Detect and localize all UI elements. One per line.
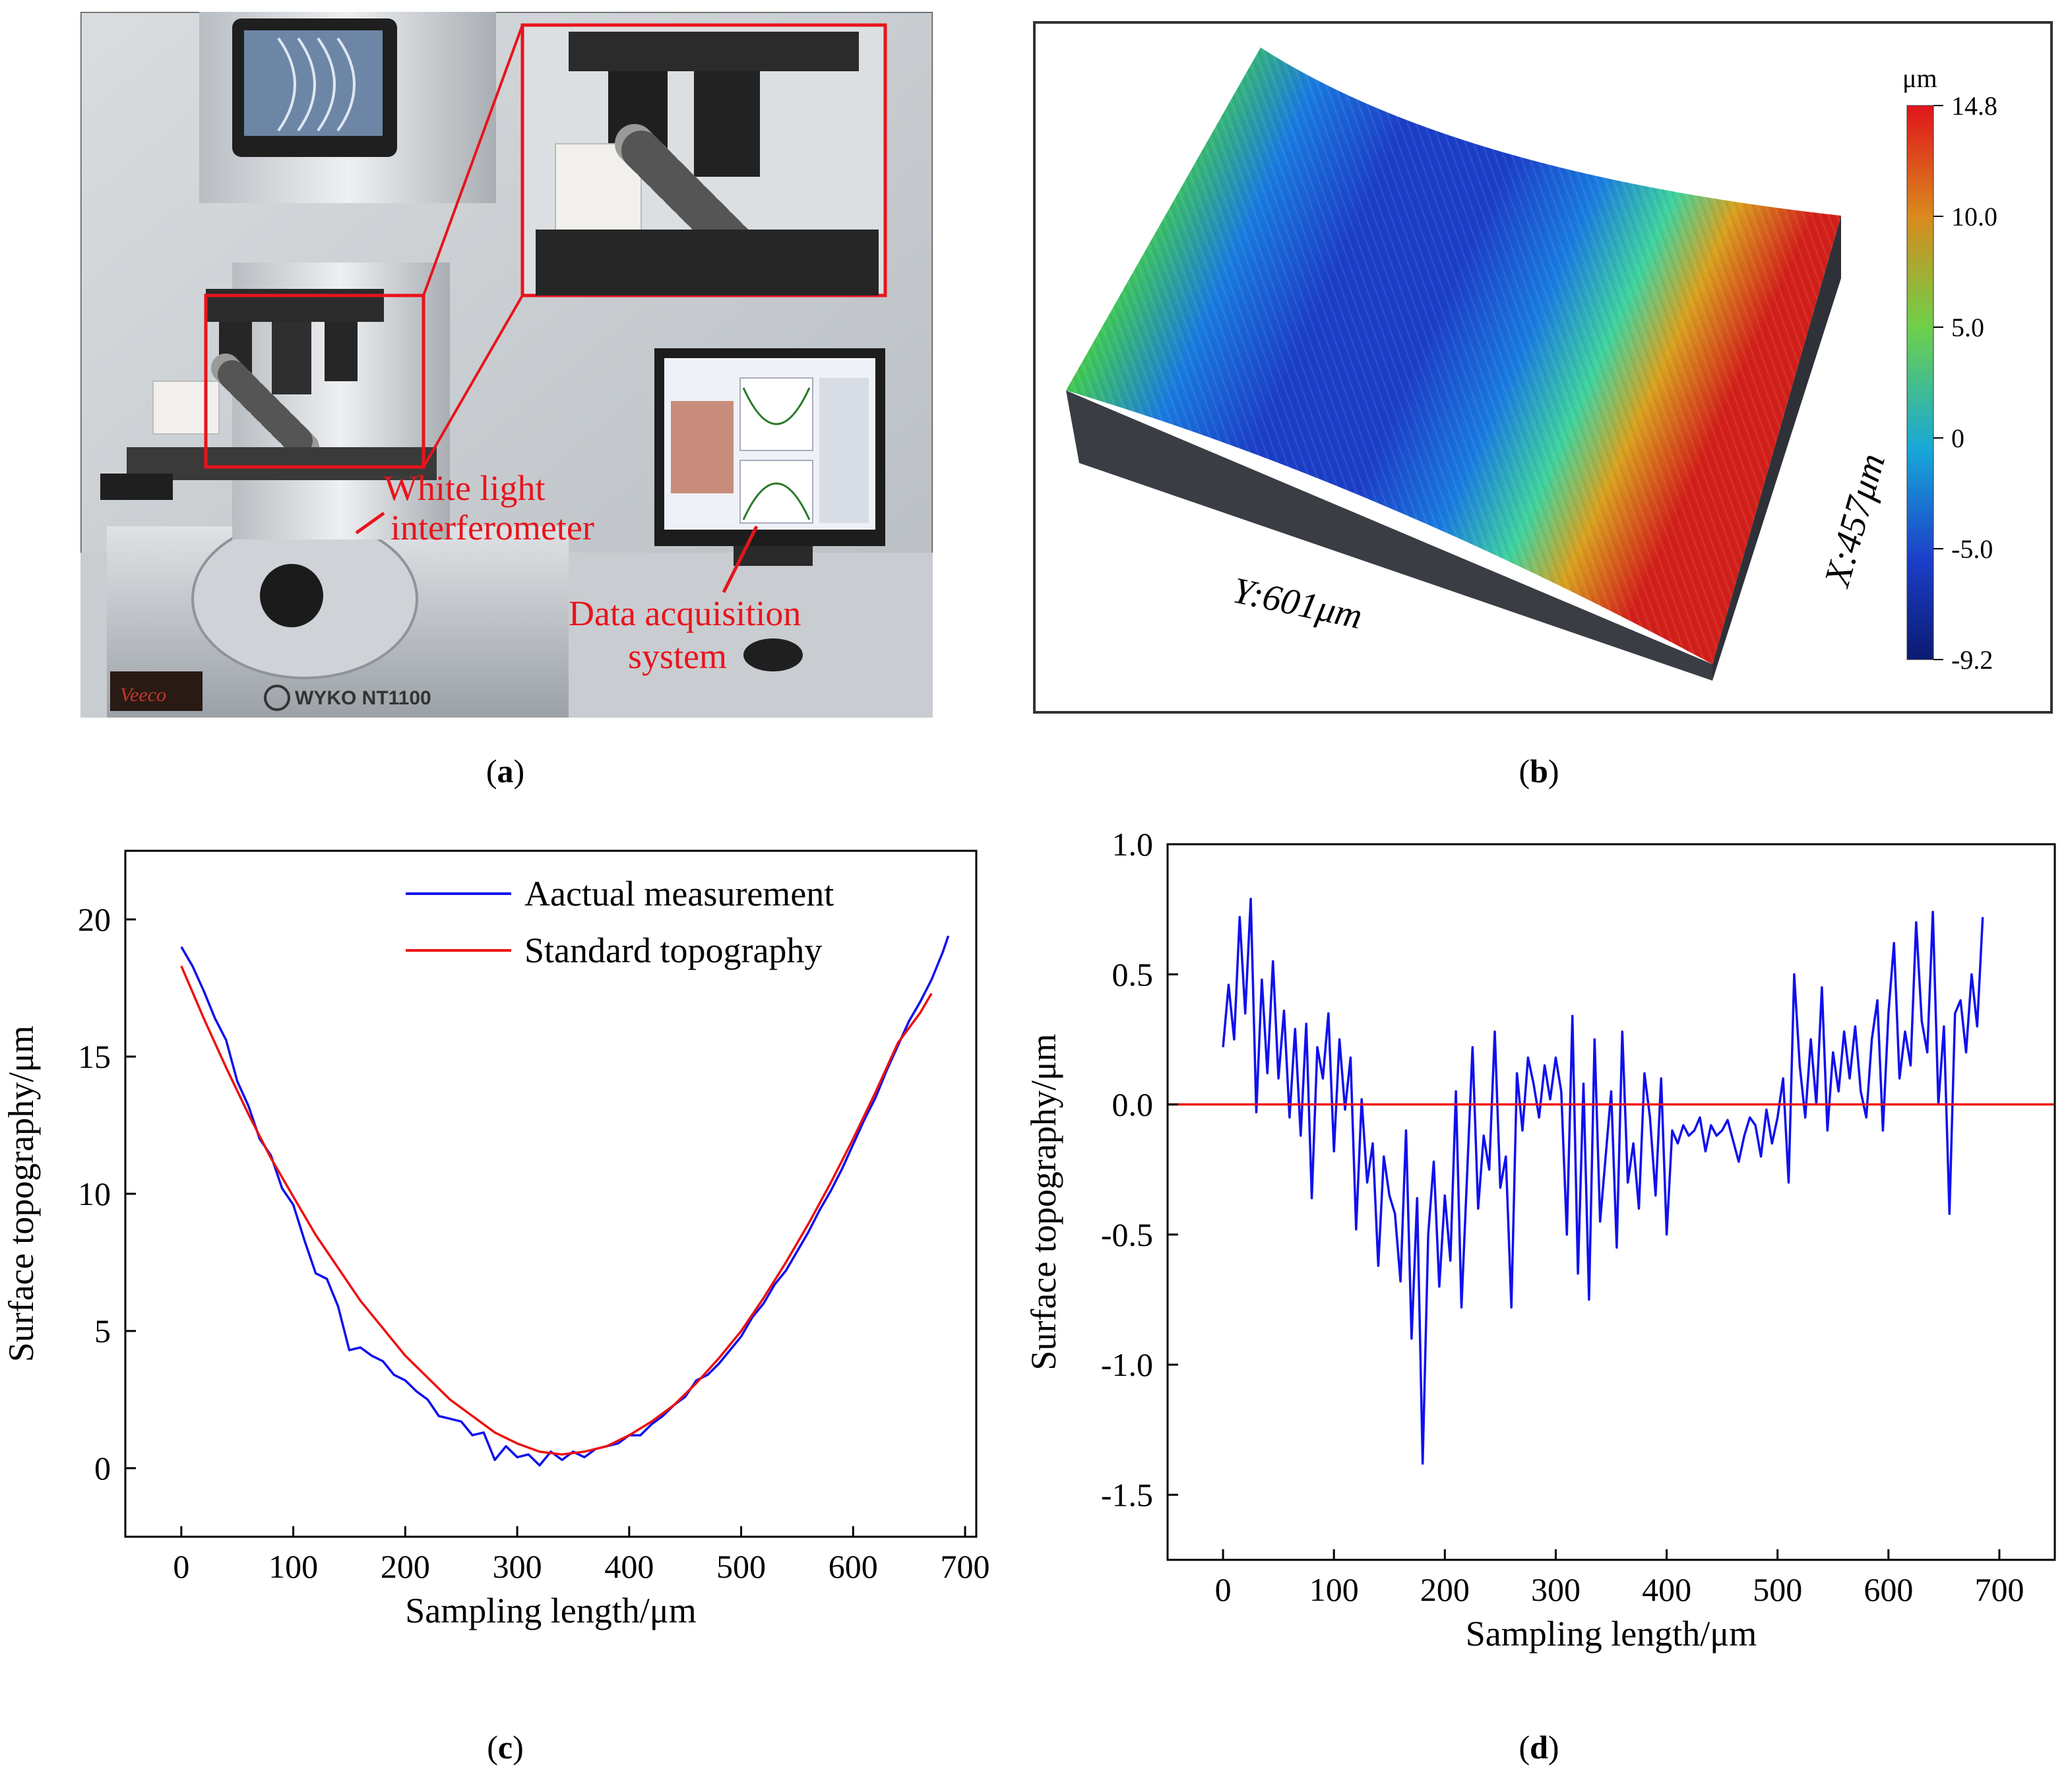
- colorbar-tick-label: 14.8: [1951, 91, 1997, 121]
- colorbar-tick-label: 10.0: [1951, 202, 1997, 232]
- x-axis-label: Sampling length/μm: [405, 1591, 696, 1630]
- chart-c: 0 100 200 300 400 500 600 700 0 5 10 15 20 Sampling l…: [1, 850, 990, 1630]
- colorbar-tick-label: 0: [1951, 423, 1964, 453]
- y-axis-label: Surface topography/μm: [1029, 1034, 1063, 1370]
- x-tick-label: 700: [1974, 1571, 2024, 1608]
- panel-b: μm 14.8 10.0 5.0 0 -5.0 -9.2 Y:601μm X:457μm: [1033, 21, 2053, 714]
- x-tick-label: 100: [1309, 1571, 1359, 1608]
- panel-a: Veeco WYKO NT1100: [79, 11, 934, 719]
- colorbar-tick-label: 5.0: [1951, 313, 1984, 342]
- caption-c: (c): [487, 1729, 524, 1766]
- colorbar-unit: μm: [1902, 63, 1937, 93]
- x-tick-label: 300: [493, 1548, 542, 1585]
- x-tick-label: 400: [604, 1548, 654, 1585]
- x-tick-label: 300: [1531, 1571, 1581, 1608]
- y-tick-label: 0.0: [1112, 1086, 1154, 1123]
- panel-d: 0 100 200 300 400 500 600 700 -1.5 -1.0 -0.5 0.0 0.5…: [1024, 824, 2065, 1682]
- x-tick-label: 600: [1864, 1571, 1913, 1608]
- y-axis-label: Surface topography/μm: [1, 1026, 41, 1362]
- legend-label-2: Standard topography: [524, 931, 822, 970]
- x-tick-label: 200: [381, 1548, 430, 1585]
- y-tick-label: 1.0: [1112, 826, 1154, 863]
- caption-d: (d): [1519, 1729, 1559, 1766]
- zoom-region-box: [204, 294, 425, 469]
- colorbar: [1906, 105, 1934, 660]
- panel-c: 0 100 200 300 400 500 600 700 0 5 10 15 20 Sampling l…: [0, 824, 1016, 1655]
- series-line-2: [180, 966, 933, 1456]
- chart-d: 0 100 200 300 400 500 600 700 -1.5 -1.0 -0.5 0.0 0.5…: [1024, 826, 2056, 1653]
- plot-frame: [1166, 843, 2056, 1561]
- zoom-connector-top: [422, 24, 524, 296]
- x-tick-label: 200: [1420, 1571, 1470, 1608]
- annotation-daq-line2: system: [628, 636, 727, 676]
- x-tick-label: 0: [173, 1548, 189, 1585]
- x-axis-label: Sampling length/μm: [1466, 1614, 1757, 1653]
- annotation-interferometer-line1: White light: [384, 468, 545, 508]
- annotation-interferometer-line2: interferometer: [391, 508, 594, 547]
- caption-b: (b): [1519, 753, 1559, 789]
- x-tick-label: 0: [1215, 1571, 1232, 1608]
- surface-map: μm 14.810.05.00-5.0-9.2 Y:601μm X:457μm: [1033, 21, 2053, 714]
- instrument-photo: Veeco WYKO NT1100: [79, 11, 934, 719]
- x-tick-label: 600: [829, 1548, 878, 1585]
- colorbar-tick-label: -9.2: [1951, 645, 1993, 675]
- legend-label-1: Aactual measurement: [524, 874, 834, 913]
- y-tick-label: 20: [78, 901, 111, 938]
- x-tick-label: 500: [716, 1548, 766, 1585]
- y-tick-label: 0: [94, 1450, 111, 1487]
- y-tick-label: 5: [94, 1313, 111, 1349]
- brand-label: Veeco: [120, 684, 166, 706]
- y-tick-label: -1.5: [1101, 1476, 1153, 1513]
- x-tick-label: 700: [941, 1548, 990, 1585]
- colorbar-tick-label: -5.0: [1951, 534, 1993, 564]
- x-tick-label: 400: [1642, 1571, 1691, 1608]
- annotation-daq-line1: Data acquisition: [569, 594, 801, 633]
- y-tick-label: -1.0: [1101, 1346, 1153, 1383]
- x-tick-label: 100: [268, 1548, 318, 1585]
- series-line-1: [1222, 898, 1984, 1465]
- model-label: WYKO NT1100: [295, 687, 431, 709]
- y-tick-label: 10: [78, 1175, 111, 1212]
- zoom-connector-bottom: [422, 295, 524, 468]
- caption-a: (a): [486, 753, 525, 789]
- series-line-1: [180, 935, 950, 1467]
- y-tick-label: 0.5: [1112, 956, 1154, 993]
- y-tick-label: -0.5: [1101, 1216, 1153, 1253]
- x-tick-label: 500: [1753, 1571, 1802, 1608]
- y-tick-label: 15: [78, 1038, 111, 1075]
